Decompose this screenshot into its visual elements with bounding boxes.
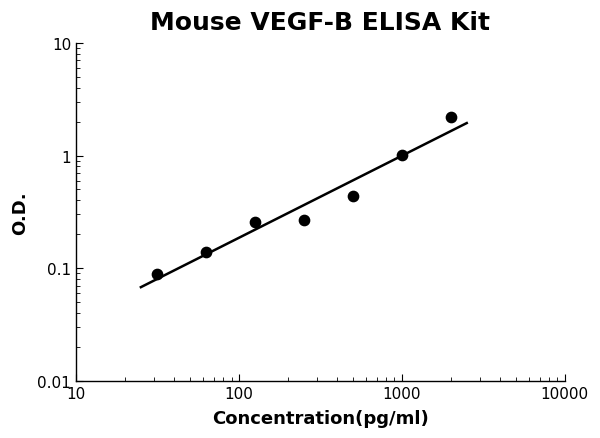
Point — [299, 216, 308, 223]
Point — [152, 271, 161, 278]
Point — [446, 115, 456, 122]
Point — [250, 219, 260, 226]
Point — [201, 249, 211, 256]
Y-axis label: O.D.: O.D. — [11, 191, 29, 234]
Title: Mouse VEGF-B ELISA Kit: Mouse VEGF-B ELISA Kit — [151, 11, 490, 35]
Point — [348, 193, 358, 200]
X-axis label: Concentration(pg/ml): Concentration(pg/ml) — [212, 409, 429, 427]
Point — [397, 152, 407, 159]
